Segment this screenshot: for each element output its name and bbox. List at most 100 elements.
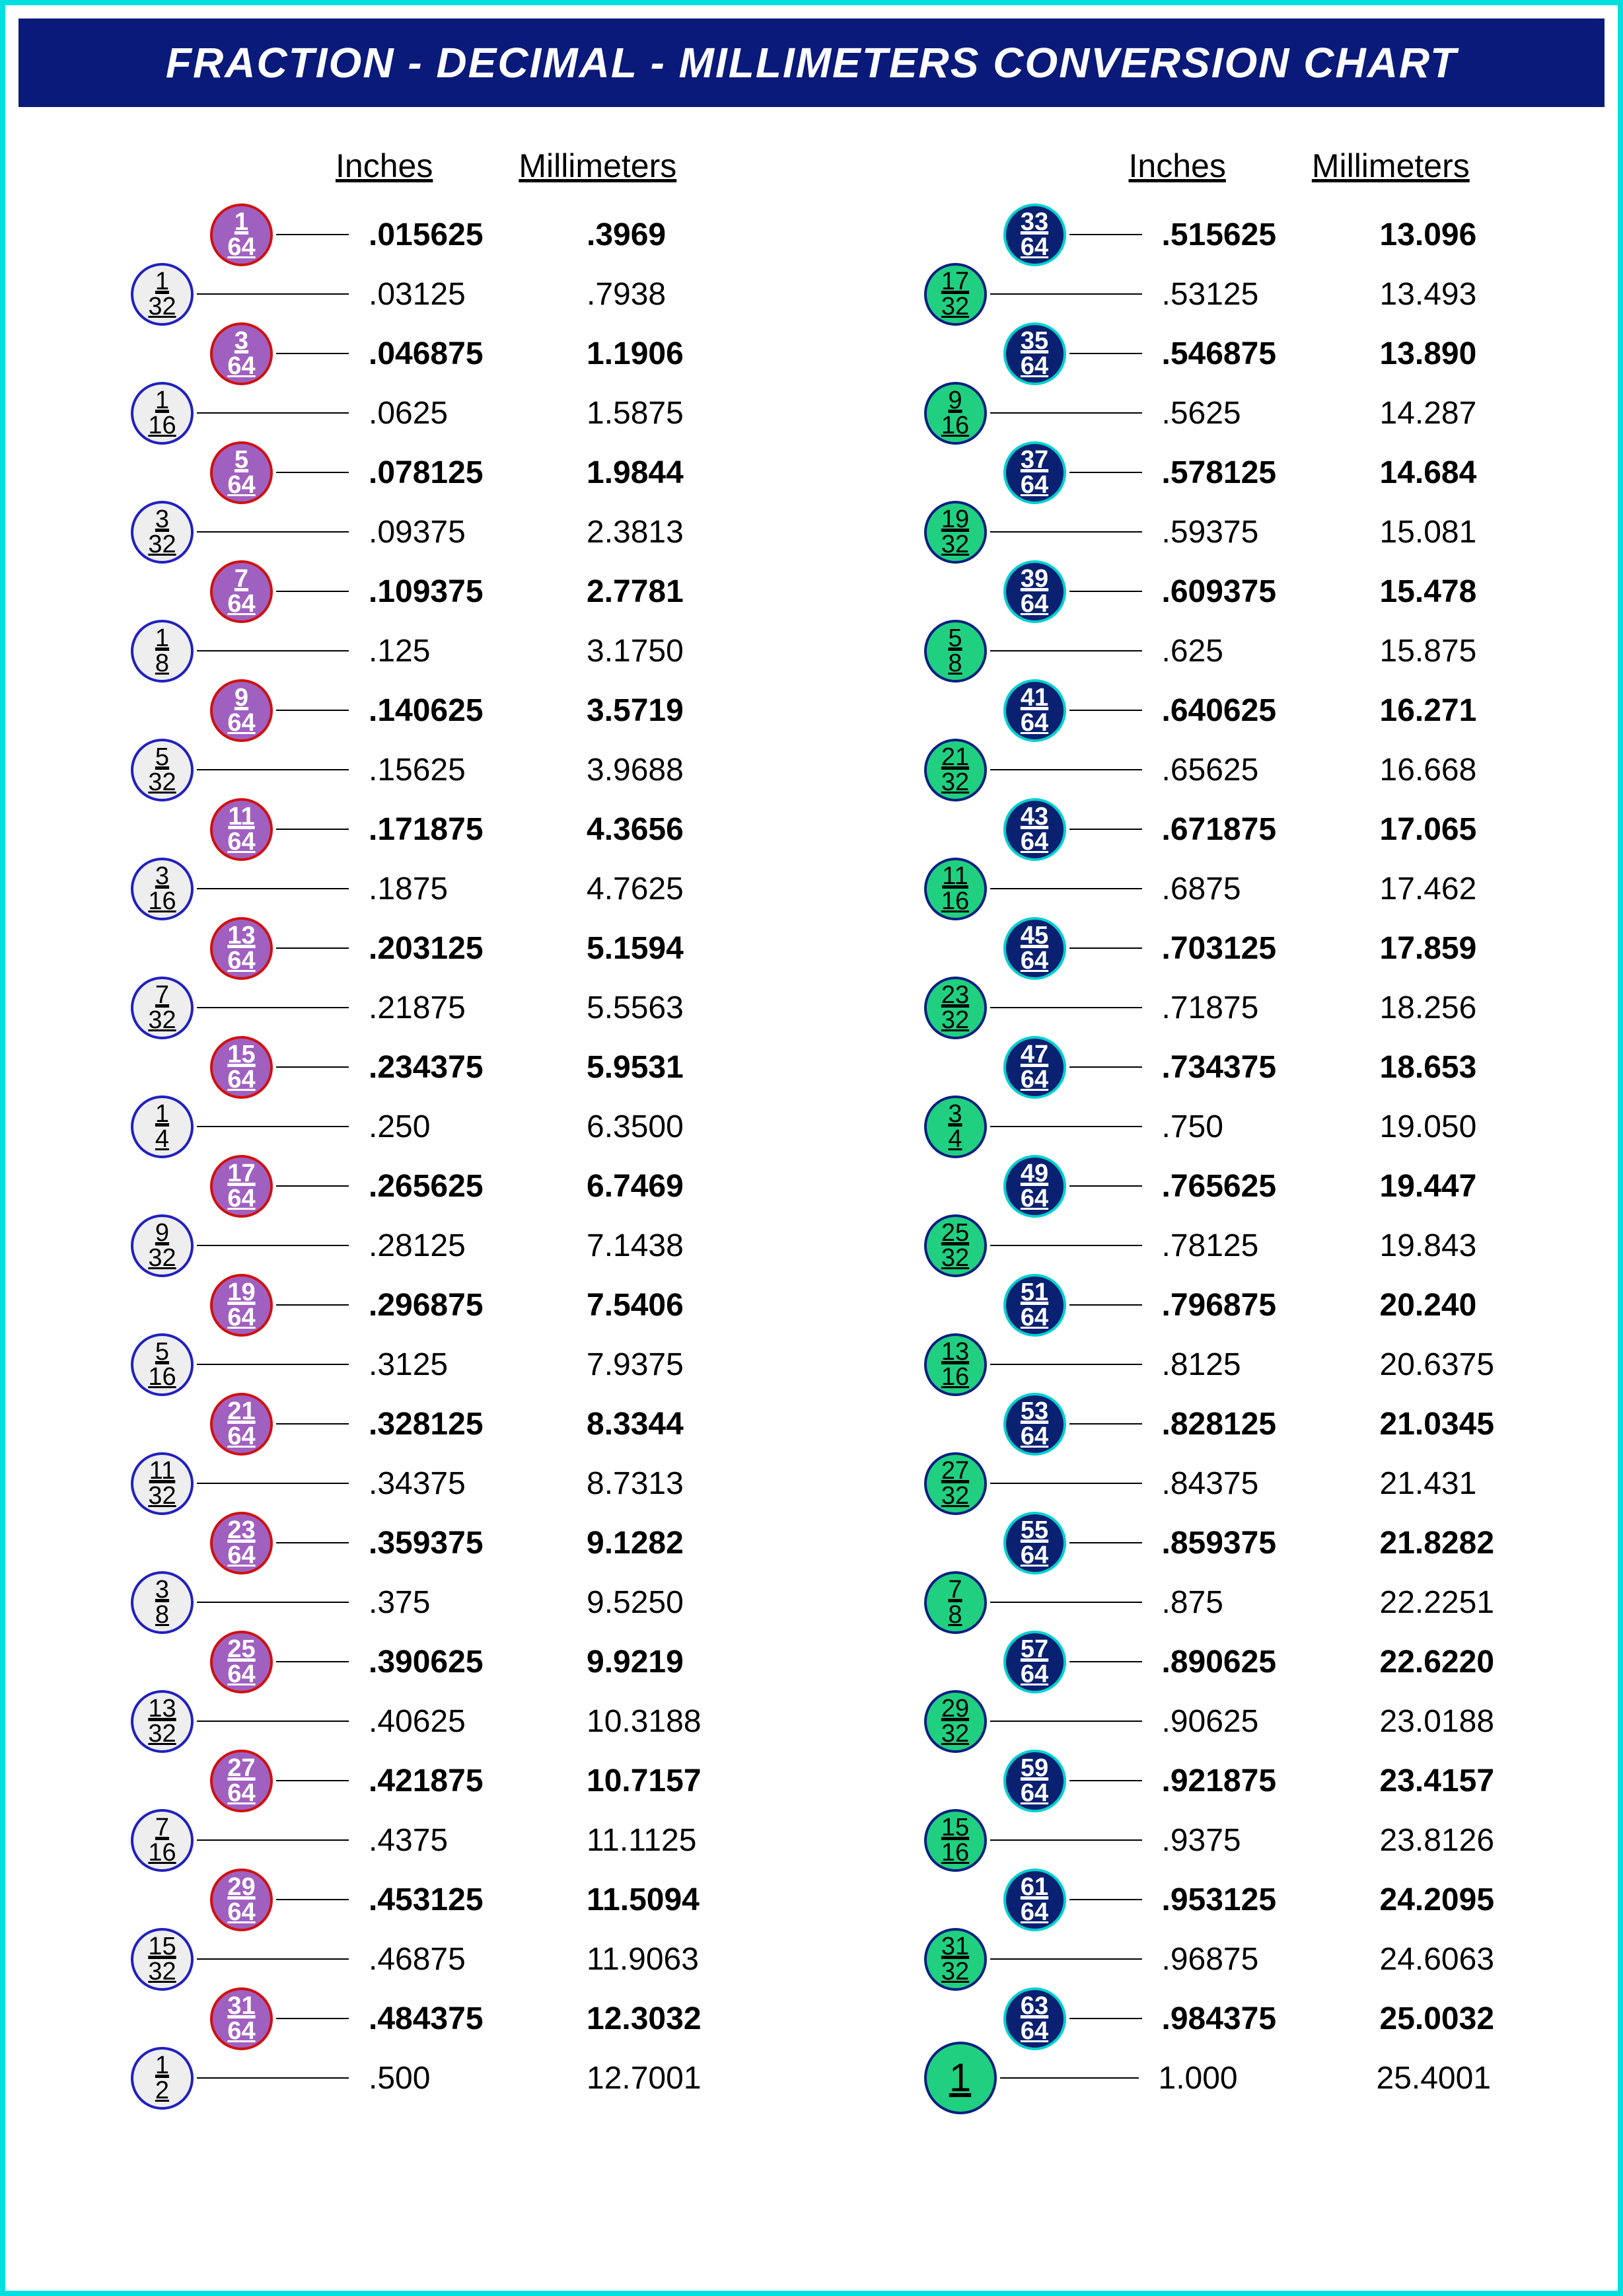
fraction-circle: 38 bbox=[131, 1571, 194, 1634]
fraction-circle: 2532 bbox=[924, 1214, 987, 1277]
decimal-value: .40625 bbox=[369, 1703, 567, 1740]
table-row: 5164.79687520.240 bbox=[838, 1275, 1579, 1335]
mm-value: 10.3188 bbox=[587, 1703, 752, 1740]
table-row: 1964.2968757.5406 bbox=[45, 1275, 785, 1335]
table-row: 732.218755.5563 bbox=[45, 978, 785, 1037]
fraction-circle: 1316 bbox=[924, 1333, 987, 1396]
table-row: 14.2506.3500 bbox=[45, 1097, 785, 1156]
mm-value: 13.493 bbox=[1380, 276, 1545, 313]
table-row: 932.281257.1438 bbox=[45, 1216, 785, 1275]
table-row: 2364.3593759.1282 bbox=[45, 1513, 785, 1573]
mm-value: 11.5094 bbox=[587, 1882, 752, 1918]
table-row: 3132.9687524.6063 bbox=[838, 1929, 1579, 1989]
table-row: 5564.85937521.8282 bbox=[838, 1513, 1579, 1573]
mm-value: 1.1906 bbox=[587, 336, 752, 372]
table-row: 316.18754.7625 bbox=[45, 859, 785, 918]
header-inches: Inches bbox=[1129, 147, 1226, 185]
table-row: 3964.60937515.478 bbox=[838, 562, 1579, 621]
fraction-circle: 2564 bbox=[210, 1631, 273, 1693]
mm-value: 5.5563 bbox=[587, 990, 752, 1026]
mm-value: 3.9688 bbox=[587, 752, 752, 788]
mm-value: 6.3500 bbox=[587, 1109, 752, 1145]
fraction-circle: 3364 bbox=[1003, 204, 1066, 266]
fraction-circle: 116 bbox=[131, 382, 194, 445]
table-row: 2532.7812519.843 bbox=[838, 1216, 1579, 1275]
fraction-circle: 5964 bbox=[1003, 1750, 1066, 1812]
mm-value: 17.859 bbox=[1380, 930, 1545, 967]
decimal-value: .953125 bbox=[1162, 1882, 1360, 1918]
fraction-circle: 732 bbox=[131, 977, 194, 1039]
decimal-value: .171875 bbox=[369, 811, 567, 848]
table-row: 12.50012.7001 bbox=[45, 2048, 785, 2108]
fraction-circle: 1964 bbox=[210, 1274, 273, 1337]
fraction-circle: 1532 bbox=[131, 1928, 194, 1991]
mm-value: 4.7625 bbox=[587, 871, 752, 907]
table-row: 5964.92187523.4157 bbox=[838, 1751, 1579, 1810]
fraction-circle: 6364 bbox=[1003, 1987, 1066, 2050]
table-row: 516 .3125 7.9375 bbox=[45, 1335, 785, 1394]
fraction-circle: 5564 bbox=[1003, 1512, 1066, 1574]
mm-value: 20.240 bbox=[1380, 1287, 1545, 1323]
decimal-value: .421875 bbox=[369, 1763, 567, 1799]
decimal-value: .703125 bbox=[1162, 930, 1360, 967]
decimal-value: .328125 bbox=[369, 1406, 567, 1442]
mm-value: 15.081 bbox=[1380, 514, 1545, 550]
mm-value: 18.256 bbox=[1380, 990, 1545, 1026]
decimal-value: .515625 bbox=[1162, 217, 1360, 253]
fraction-circle: 2932 bbox=[924, 1690, 987, 1753]
table-row: 5364.82812521.0345 bbox=[838, 1394, 1579, 1454]
decimal-value: .5625 bbox=[1162, 395, 1360, 431]
fraction-circle: 5164 bbox=[1003, 1274, 1066, 1337]
decimal-value: .1875 bbox=[369, 871, 567, 907]
fraction-circle: 18 bbox=[131, 620, 194, 683]
fraction-circle: 564 bbox=[210, 441, 273, 504]
decimal-value: .34375 bbox=[369, 1465, 567, 1502]
table-row: 1332.4062510.3188 bbox=[45, 1691, 785, 1751]
table-row: 1164.1718754.3656 bbox=[45, 799, 785, 859]
decimal-value: .0625 bbox=[369, 395, 567, 431]
mm-value: 1.5875 bbox=[587, 395, 752, 431]
column-headers-left: Inches Millimeters bbox=[45, 147, 785, 185]
fraction-circle: 164 bbox=[210, 204, 273, 266]
decimal-value: .390625 bbox=[369, 1644, 567, 1680]
chart-content: Inches Millimeters 164.015625.3969132.03… bbox=[18, 107, 1605, 2108]
table-row: 916 .5625 14.287 bbox=[838, 383, 1579, 443]
fraction-circle: 2732 bbox=[924, 1452, 987, 1515]
table-row: 364.0468751.1906 bbox=[45, 324, 785, 383]
mm-value: 14.287 bbox=[1380, 395, 1545, 431]
table-row: 1316.812520.6375 bbox=[838, 1335, 1579, 1394]
decimal-value: .4375 bbox=[369, 1822, 567, 1859]
fraction-circle: 12 bbox=[131, 2047, 194, 2110]
fraction-circle: 964 bbox=[210, 679, 273, 742]
mm-value: 14.684 bbox=[1380, 455, 1545, 491]
fraction-circle: 916 bbox=[924, 382, 987, 445]
mm-value: 21.0345 bbox=[1380, 1406, 1545, 1442]
fraction-circle: 1164 bbox=[210, 798, 273, 861]
fraction-circle: 716 bbox=[131, 1809, 194, 1872]
mm-value: 21.8282 bbox=[1380, 1525, 1545, 1561]
mm-value: 9.9219 bbox=[587, 1644, 752, 1680]
decimal-value: .3125 bbox=[369, 1347, 567, 1383]
decimal-value: .828125 bbox=[1162, 1406, 1360, 1442]
fraction-circle: 1564 bbox=[210, 1036, 273, 1099]
mm-value: 1.9844 bbox=[587, 455, 752, 491]
fraction-circle: 516 bbox=[131, 1333, 194, 1396]
mm-value: 2.3813 bbox=[587, 514, 752, 550]
fraction-circle: 1932 bbox=[924, 501, 987, 564]
fraction-circle: 1732 bbox=[924, 263, 987, 326]
decimal-value: .296875 bbox=[369, 1287, 567, 1323]
table-row: 2164.3281258.3344 bbox=[45, 1394, 785, 1454]
mm-value: 16.271 bbox=[1380, 692, 1545, 729]
table-row: 964.1406253.5719 bbox=[45, 681, 785, 740]
mm-value: 9.5250 bbox=[587, 1584, 752, 1621]
mm-value: 10.7157 bbox=[587, 1763, 752, 1799]
mm-value: .7938 bbox=[587, 276, 752, 313]
mm-value: 13.890 bbox=[1380, 336, 1545, 372]
decimal-value: .015625 bbox=[369, 217, 567, 253]
right-column: Inches Millimeters 3364.51562513.0961732… bbox=[838, 147, 1579, 2108]
table-row: 764.1093752.7781 bbox=[45, 562, 785, 621]
table-row: 532.156253.9688 bbox=[45, 740, 785, 799]
fraction-circle: 2764 bbox=[210, 1750, 273, 1812]
mm-value: 7.9375 bbox=[587, 1347, 752, 1383]
header-mm: Millimeters bbox=[519, 147, 676, 185]
